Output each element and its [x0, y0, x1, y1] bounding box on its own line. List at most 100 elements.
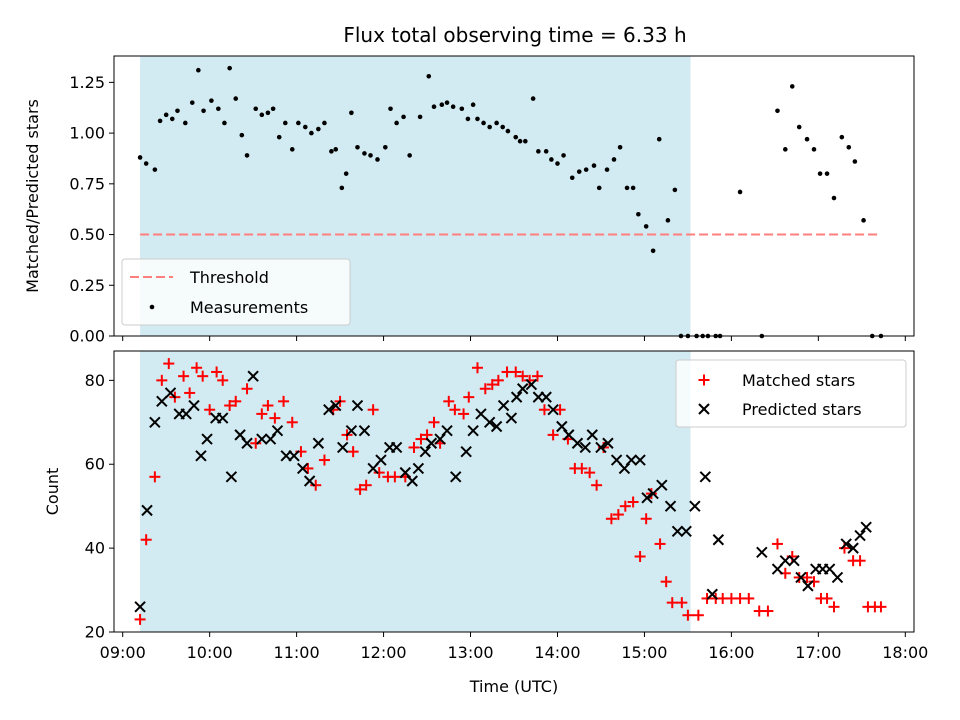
predicted-star-point — [505, 412, 518, 424]
count-x-tick-label: 16:00 — [708, 643, 754, 662]
matched-star-point — [538, 404, 550, 416]
measurement-point — [426, 73, 432, 79]
predicted-star-point — [201, 433, 213, 445]
measurement-point — [789, 84, 795, 89]
matched-star-point — [771, 538, 783, 550]
predicted-star-point — [556, 420, 568, 433]
predicted-star-point — [241, 437, 253, 449]
predicted-star-point — [525, 378, 538, 391]
predicted-star-point — [656, 479, 668, 491]
count-x-tick-label: 18:00 — [882, 643, 928, 662]
measurement-point — [355, 145, 360, 150]
predicted-star-point — [847, 542, 859, 554]
predicted-star-point — [618, 462, 631, 475]
matched-star-point — [591, 479, 603, 491]
matched-star-point — [676, 597, 688, 609]
measurement-point — [505, 128, 511, 134]
matched-star-point — [576, 462, 588, 474]
ratio-y-tick-label: 0.00 — [69, 327, 105, 346]
matched-star-point — [184, 387, 196, 399]
measurement-point — [169, 116, 175, 122]
predicted-star-point — [164, 387, 177, 399]
predicted-star-point — [579, 441, 592, 454]
measurement-point — [783, 147, 788, 152]
matched-star-point — [269, 412, 281, 424]
measurement-point — [401, 114, 406, 120]
matched-star-point — [149, 471, 161, 483]
predicted-star-point — [712, 534, 725, 546]
matched-star-point — [654, 538, 666, 550]
measurement-point — [530, 96, 536, 101]
count-panel: 20 40 60 80 09:00 10:00 11:00 12:00 13:00 14:00 15… — [43, 350, 929, 696]
matched-star-point — [479, 383, 491, 395]
observing-window-band — [140, 351, 691, 632]
ratio-y-tick-label: 1.00 — [69, 124, 105, 143]
matched-star-point — [492, 374, 504, 386]
count-x-tick-label: 14:00 — [534, 643, 580, 662]
measurement-point — [831, 195, 837, 201]
predicted-legend-marker — [698, 403, 710, 415]
measurement-point — [569, 175, 575, 181]
measurement-point — [152, 167, 158, 172]
measurement-point — [157, 118, 163, 124]
matched-star-point — [808, 576, 820, 588]
predicted-star-point — [264, 433, 277, 445]
predicted-star-point — [547, 404, 559, 416]
matched-star-point — [262, 400, 274, 412]
measurement-point — [163, 112, 169, 118]
measurements-legend-label: Measurements — [190, 298, 308, 317]
matched-star-point — [463, 391, 475, 403]
measurement-point — [650, 248, 656, 254]
count-panel-axes: 20 40 60 80 09:00 10:00 11:00 12:00 13:00 14:00 15… — [85, 371, 929, 662]
predicted-star-point — [141, 504, 153, 517]
ratio-legend-box — [121, 258, 351, 326]
measurement-point — [839, 134, 845, 140]
predicted-star-point — [467, 424, 479, 437]
count-x-tick-label: 10:00 — [187, 643, 233, 662]
predicted-star-point — [475, 408, 487, 420]
measurement-point — [316, 126, 321, 132]
measurement-point — [201, 108, 206, 114]
predicted-star-point — [689, 500, 701, 512]
matched-star-point — [828, 601, 840, 613]
measurement-point — [481, 120, 486, 126]
count-legend-box — [675, 359, 907, 428]
predicted-star-point — [795, 571, 807, 584]
predicted-star-point — [323, 404, 335, 416]
measurement-point — [417, 114, 423, 120]
predicted-star-point — [641, 492, 653, 504]
measurement-point — [576, 169, 582, 174]
threshold-legend-label: Threshold — [189, 268, 269, 287]
predicted-star-point — [854, 529, 866, 542]
matched-star-point — [250, 437, 262, 449]
matched-star-point — [612, 509, 624, 521]
predicted-star-point — [602, 437, 614, 449]
measurement-point — [233, 96, 239, 101]
predicted-star-point — [390, 441, 403, 454]
matched-star-point — [302, 462, 314, 474]
measurement-point — [333, 147, 339, 152]
measurement-point — [643, 224, 649, 229]
predicted-star-point — [188, 399, 200, 412]
predicted-star-point — [312, 437, 325, 449]
measurement-point — [431, 104, 437, 110]
measurement-point — [388, 106, 393, 112]
measurement-point — [465, 116, 471, 122]
measurement-point — [617, 145, 623, 150]
matched-star-point — [347, 446, 359, 458]
matched-star-point — [408, 441, 420, 453]
ratio-y-axis-label: Matched/Predicted stars — [23, 99, 42, 293]
matched-star-point — [286, 416, 298, 428]
measurement-point — [804, 136, 810, 142]
predicted-star-point — [664, 500, 677, 512]
measurement-point — [846, 145, 852, 150]
predicted-star-point — [831, 571, 844, 584]
count-x-tick-label: 15:00 — [621, 643, 667, 662]
measurement-point — [583, 167, 589, 172]
count-y-tick-label: 80 — [85, 371, 105, 390]
predicted-star-point — [563, 429, 575, 441]
measurement-point — [536, 149, 541, 154]
measurement-point — [470, 102, 476, 107]
matched-star-point — [682, 609, 694, 621]
measurement-point — [824, 171, 830, 176]
